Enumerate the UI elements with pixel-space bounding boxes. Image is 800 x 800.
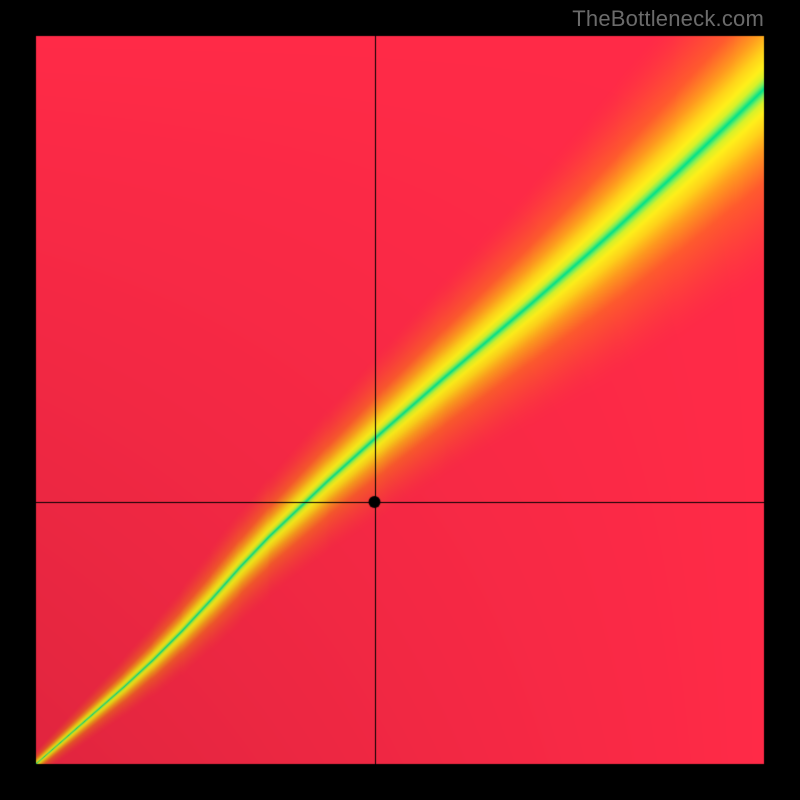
watermark-text: TheBottleneck.com <box>572 6 764 32</box>
chart-container: TheBottleneck.com <box>0 0 800 800</box>
heatmap-canvas <box>0 0 800 800</box>
